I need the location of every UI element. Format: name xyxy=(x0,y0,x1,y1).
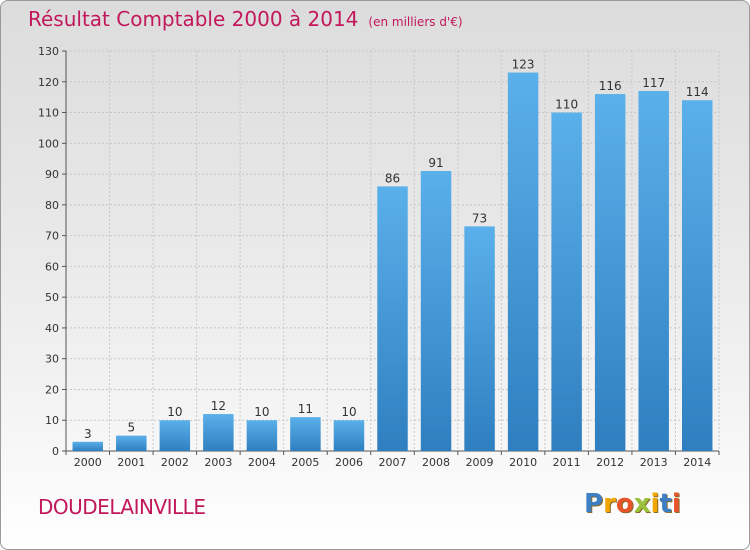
logo-letter: r xyxy=(603,489,616,519)
data-label: 3 xyxy=(84,427,92,441)
y-tick-label: 120 xyxy=(38,76,59,89)
x-tick-label: 2011 xyxy=(553,456,581,469)
y-tick-label: 0 xyxy=(52,445,59,458)
y-tick-label: 90 xyxy=(45,168,59,181)
x-tick-label: 2005 xyxy=(291,456,319,469)
bar xyxy=(246,420,278,451)
y-tick-label: 100 xyxy=(38,137,59,150)
logo-letter: P xyxy=(584,489,604,519)
bar xyxy=(159,420,191,451)
y-tick-label: 110 xyxy=(38,107,59,120)
x-tick-label: 2013 xyxy=(640,456,668,469)
x-tick-label: 2008 xyxy=(422,456,450,469)
bar xyxy=(551,112,582,452)
x-tick-label: 2006 xyxy=(335,456,363,469)
chart-title: Résultat Comptable 2000 à 2014 (en millie… xyxy=(28,7,463,31)
data-label: 86 xyxy=(385,171,400,185)
y-tick-label: 30 xyxy=(45,353,59,366)
logo-letter: i xyxy=(650,489,660,519)
logo-letter: i xyxy=(671,489,681,519)
bar xyxy=(464,226,495,451)
x-tick-label: 2012 xyxy=(596,456,624,469)
x-tick-label: 2007 xyxy=(379,456,407,469)
data-label: 12 xyxy=(211,399,226,413)
y-tick-label: 130 xyxy=(38,45,59,58)
bar xyxy=(333,420,365,451)
bar xyxy=(594,94,626,452)
data-label: 10 xyxy=(254,405,269,419)
data-label: 110 xyxy=(555,98,578,112)
logo-letter: t xyxy=(659,489,672,519)
bar xyxy=(420,171,452,451)
data-label: 10 xyxy=(341,405,356,419)
bar xyxy=(72,441,104,451)
bar xyxy=(203,414,234,451)
x-tick-label: 2003 xyxy=(204,456,232,469)
data-label: 114 xyxy=(686,85,709,99)
bar xyxy=(377,186,408,451)
x-tick-label: 2014 xyxy=(683,456,711,469)
data-label: 5 xyxy=(127,421,135,435)
data-label: 10 xyxy=(167,405,182,419)
y-tick-label: 70 xyxy=(45,230,59,243)
data-label: 73 xyxy=(472,211,487,225)
y-tick-label: 20 xyxy=(45,383,59,396)
bar xyxy=(116,435,147,451)
x-tick-label: 2009 xyxy=(466,456,494,469)
proxiti-logo: Proxiti xyxy=(584,489,681,519)
logo-letter: x xyxy=(633,489,651,519)
title-text: Résultat Comptable 2000 à 2014 xyxy=(28,7,359,31)
bar xyxy=(638,91,669,451)
y-tick-label: 80 xyxy=(45,199,59,212)
labels: 0 10 20 30 40 50 60 70 80 90 100 110 120 130 3 2000 5 200… xyxy=(38,45,711,469)
bars xyxy=(72,72,713,452)
data-label: 123 xyxy=(512,58,535,72)
y-tick-label: 10 xyxy=(45,414,59,427)
x-tick-label: 2000 xyxy=(74,456,102,469)
y-tick-label: 60 xyxy=(45,260,59,273)
bar xyxy=(681,100,713,451)
commune-name: DOUDELAINVILLE xyxy=(38,495,206,519)
data-label: 11 xyxy=(298,402,313,416)
bar xyxy=(507,72,539,452)
x-tick-label: 2001 xyxy=(117,456,145,469)
data-label: 91 xyxy=(428,156,443,170)
y-tick-label: 50 xyxy=(45,291,59,304)
data-label: 116 xyxy=(599,79,622,93)
data-label: 117 xyxy=(642,76,665,90)
logo-letter: o xyxy=(615,489,634,519)
chart-subtitle: (en milliers d'€) xyxy=(368,15,463,29)
x-tick-label: 2004 xyxy=(248,456,276,469)
bar xyxy=(290,417,321,451)
x-tick-label: 2002 xyxy=(161,456,189,469)
y-tick-label: 40 xyxy=(45,322,59,335)
x-tick-label: 2010 xyxy=(509,456,537,469)
